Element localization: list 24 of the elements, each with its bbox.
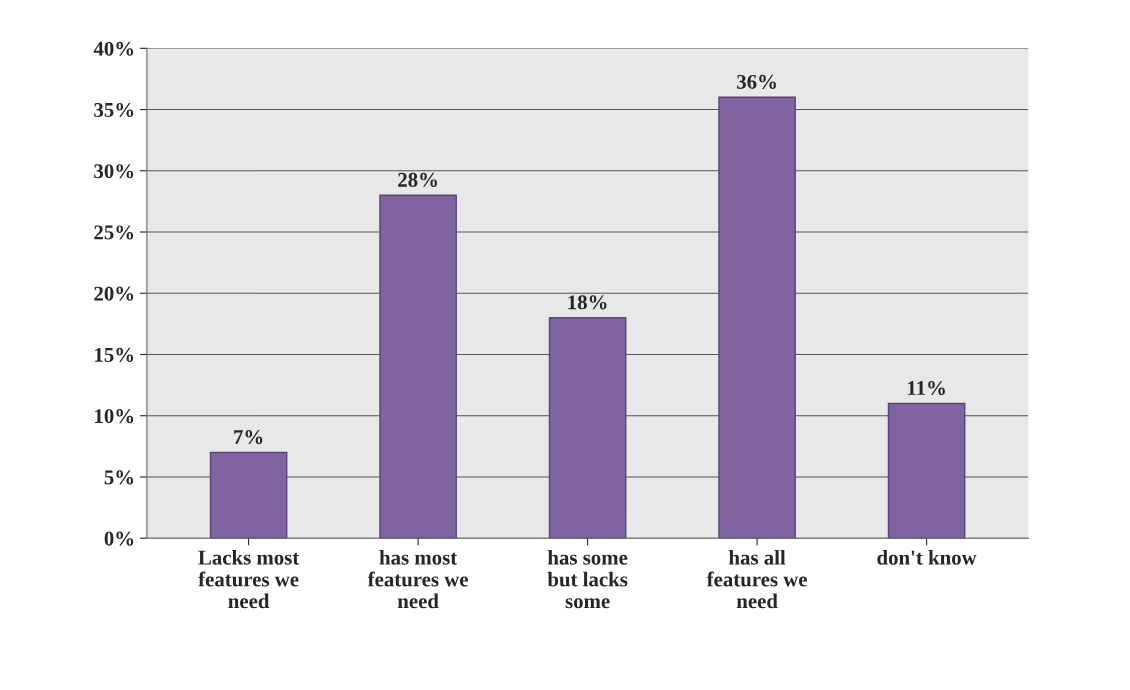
bar: [887, 402, 966, 539]
y-tick-label: 15%: [95, 347, 134, 362]
bar: [379, 194, 457, 539]
x-tick-label: Lacks most features we need: [198, 550, 300, 609]
y-tick-label: 35%: [94, 102, 134, 118]
data-label: 7%: [234, 430, 263, 445]
data-label: 11%: [908, 381, 945, 396]
y-tick-label: 5%: [104, 470, 134, 485]
bar: [718, 96, 796, 539]
y-tick-label: 0%: [104, 531, 134, 546]
x-tick-label: don't know: [877, 550, 977, 565]
y-tick-label: 10%: [95, 409, 134, 424]
bar: [548, 317, 627, 539]
data-label: 18%: [568, 295, 607, 310]
bar: [209, 451, 288, 539]
data-label: 28%: [398, 172, 437, 187]
y-tick-label: 20%: [94, 286, 134, 301]
y-tick-label: 40%: [93, 41, 134, 56]
data-label: 36%: [737, 74, 776, 89]
y-tick-label: 25%: [94, 225, 134, 240]
x-tick-label: has most features we need: [367, 550, 468, 609]
x-tick-label: has some but lacks some: [547, 550, 628, 609]
y-tick-label: 30%: [94, 164, 134, 179]
x-tick-label: has all features we need: [706, 550, 807, 609]
